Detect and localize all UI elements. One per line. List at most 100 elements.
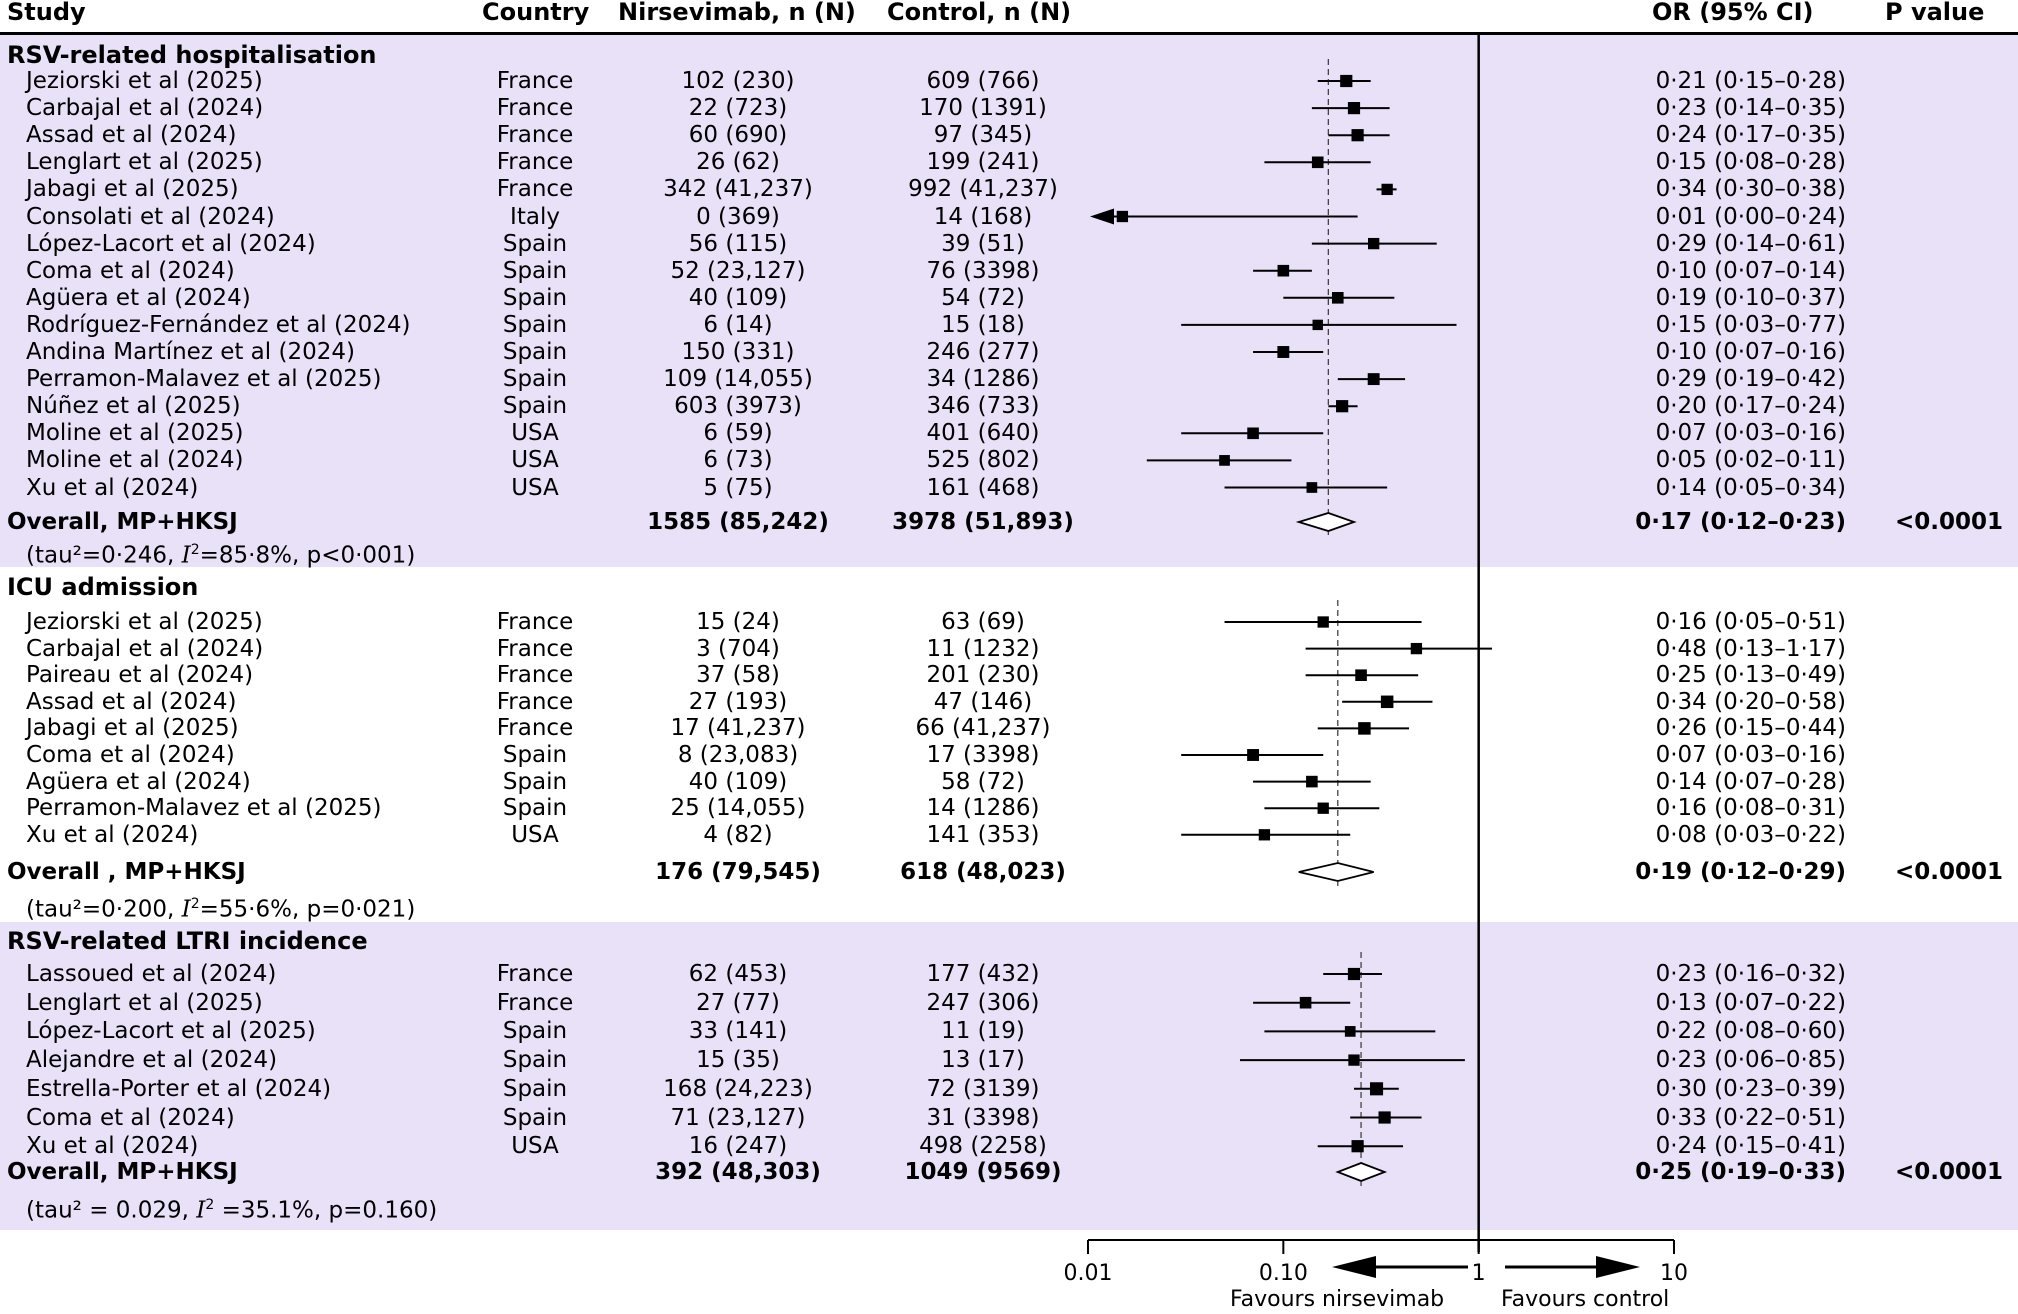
study-country: Spain	[502, 284, 568, 311]
point-estimate	[1247, 427, 1259, 440]
i-squared-superscript: 2	[190, 542, 200, 558]
control-count: 66 (41,237)	[915, 715, 1051, 742]
point-estimate	[1378, 1111, 1391, 1124]
point-estimate	[1247, 749, 1260, 761]
point-estimate	[1219, 455, 1230, 466]
or-ci-text: 0·15 (0·03–0·77)	[1655, 311, 1846, 338]
or-ci-text: 0·20 (0·17–0·24)	[1655, 393, 1846, 420]
study-name: Lenglart et al (2025)	[26, 989, 263, 1016]
band-hospitalisation	[0, 35, 2018, 567]
or-ci-text: 0·10 (0·07–0·16)	[1655, 339, 1846, 365]
pooled-p-value: <0.0001	[1894, 1159, 2003, 1185]
x-tick-label: 1	[1472, 1261, 1486, 1286]
or-ci-text: 0·14 (0·05–0·34)	[1655, 474, 1846, 501]
control-count: 609 (766)	[926, 68, 1040, 94]
pooled-label: Overall, MP+HKSJ	[7, 509, 238, 535]
nirsevimab-count: 150 (331)	[681, 339, 795, 365]
control-count: 141 (353)	[926, 821, 1040, 848]
nirsevimab-count: 8 (23,083)	[677, 742, 799, 768]
nirsevimab-count: 6 (59)	[703, 420, 773, 447]
control-count: 11 (1232)	[926, 635, 1040, 662]
ci-arrow-left	[1090, 208, 1114, 225]
study-name: Jeziorski et al (2025)	[26, 609, 263, 635]
header-control: Control, n (N)	[887, 0, 1072, 26]
study-country: Spain	[502, 257, 568, 284]
study-name: Núñez et al (2025)	[26, 393, 241, 420]
study-name: Jabagi et al (2025)	[26, 176, 239, 203]
study-name: Perramon-Malavez et al (2025)	[26, 366, 382, 393]
point-estimate	[1347, 967, 1361, 981]
study-name: Rodríguez-Fernández et al (2024)	[26, 311, 411, 338]
control-count: 161 (468)	[926, 474, 1040, 501]
study-country: France	[496, 149, 574, 176]
study-country: France	[496, 68, 574, 94]
study-country: France	[496, 961, 574, 987]
study-country: Spain	[502, 393, 568, 420]
heterogeneity-prefix: (tau²=0·200,	[26, 896, 182, 923]
study-name: Agüera et al (2024)	[26, 768, 251, 795]
control-count: 17 (3398)	[926, 742, 1040, 768]
i-squared-symbol: I	[181, 896, 191, 923]
pooled-p-value: <0.0001	[1894, 859, 2003, 885]
point-estimate	[1306, 775, 1318, 788]
nirsevimab-count: 22 (723)	[688, 95, 788, 122]
study-country: France	[496, 688, 574, 715]
study-name: Lenglart et al (2025)	[26, 149, 263, 176]
nirsevimab-count: 5 (75)	[703, 474, 773, 501]
x-tick-label: 0.10	[1259, 1261, 1308, 1286]
study-country: France	[496, 609, 574, 635]
study-name: Assad et al (2024)	[26, 122, 237, 149]
study-name: Moline et al (2024)	[26, 447, 244, 474]
study-country: Spain	[502, 311, 568, 338]
heterogeneity-stats: (tau²=0·246, I2=85·8%, p<0·001)	[26, 536, 415, 570]
nirsevimab-count: 33 (141)	[688, 1018, 788, 1045]
control-count: 199 (241)	[926, 149, 1040, 176]
pooled-p-value: <0.0001	[1894, 509, 2003, 535]
or-ci-text: 0·23 (0·14–0·35)	[1655, 95, 1846, 122]
point-estimate	[1340, 74, 1353, 88]
nirsevimab-count: 60 (690)	[688, 122, 788, 149]
nirsevimab-count: 6 (14)	[703, 311, 773, 338]
nirsevimab-count: 6 (73)	[703, 447, 773, 474]
nirsevimab-count: 17 (41,237)	[670, 715, 806, 742]
control-count: 34 (1286)	[926, 366, 1040, 393]
pooled-control: 618 (48,023)	[900, 859, 1066, 885]
nirsevimab-count: 15 (35)	[696, 1047, 780, 1074]
or-ci-text: 0·29 (0·14–0·61)	[1655, 230, 1846, 257]
point-estimate	[1317, 802, 1329, 814]
point-estimate	[1347, 102, 1361, 115]
study-name: Moline et al (2025)	[26, 420, 244, 447]
nirsevimab-count: 56 (115)	[688, 230, 788, 257]
band-ltri	[0, 922, 2018, 1230]
section-title: RSV-related hospitalisation	[7, 41, 377, 69]
or-ci-text: 0·30 (0·23–0·39)	[1655, 1075, 1846, 1102]
study-name: López-Lacort et al (2025)	[26, 1018, 316, 1045]
favours-right-arrowhead	[1596, 1256, 1640, 1278]
point-estimate	[1299, 996, 1312, 1009]
header-study: Study	[7, 0, 86, 26]
study-country: USA	[511, 1133, 559, 1160]
or-ci-text: 0·48 (0·13–1·17)	[1655, 635, 1846, 662]
point-estimate	[1351, 129, 1364, 142]
nirsevimab-count: 25 (14,055)	[670, 795, 806, 822]
point-estimate	[1348, 1054, 1360, 1066]
or-ci-text: 0·08 (0·03–0·22)	[1655, 821, 1846, 848]
heterogeneity-stats: (tau² = 0.029, I2 =35.1%, p=0.160)	[26, 1191, 437, 1225]
nirsevimab-count: 4 (82)	[703, 821, 773, 848]
header-country: Country	[482, 0, 590, 26]
point-estimate	[1277, 346, 1290, 358]
heterogeneity-suffix: =55·6%, p=0·021)	[199, 896, 416, 923]
study-name: Carbajal et al (2024)	[26, 635, 264, 662]
control-count: 39 (51)	[941, 230, 1025, 257]
control-count: 992 (41,237)	[908, 176, 1058, 203]
header-or: OR (95% CI)	[1652, 0, 1814, 26]
study-name: Agüera et al (2024)	[26, 284, 251, 311]
study-name: López-Lacort et al (2024)	[26, 230, 316, 257]
nirsevimab-count: 15 (24)	[696, 609, 780, 635]
control-count: 346 (733)	[926, 393, 1040, 420]
study-name: Xu et al (2024)	[26, 821, 199, 848]
point-estimate	[1336, 400, 1349, 413]
or-ci-text: 0·29 (0·19–0·42)	[1655, 366, 1846, 393]
study-country: Spain	[502, 742, 568, 768]
study-country: France	[496, 176, 574, 203]
